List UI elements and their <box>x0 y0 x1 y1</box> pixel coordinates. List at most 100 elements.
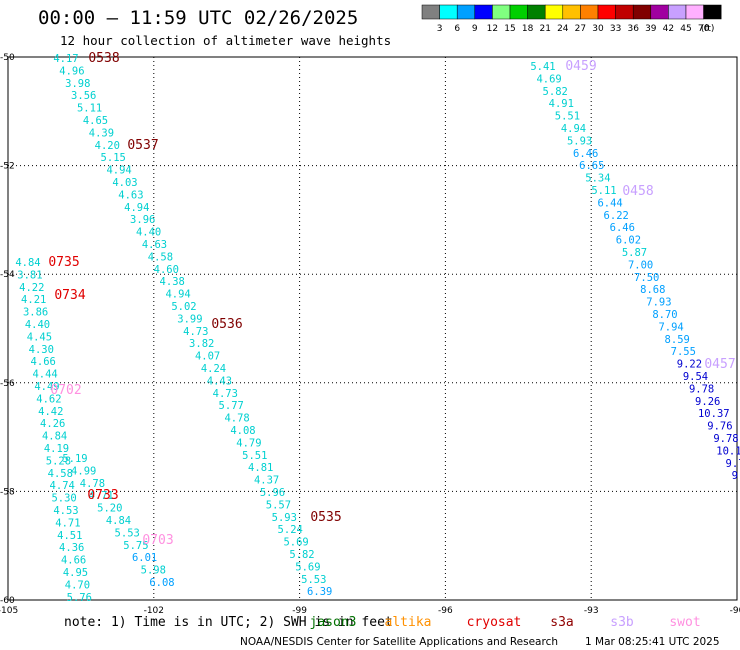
swh-value-label: 4.84 <box>15 257 40 269</box>
swh-value-label: 4.40 <box>25 319 50 331</box>
swh-value-label: 7.94 <box>658 321 683 333</box>
colorbar-label: 15 <box>504 24 515 34</box>
y-tick-label: -58 <box>0 487 15 497</box>
swh-value-label: 4.94 <box>165 289 190 301</box>
x-tick-label: -102 <box>144 606 164 616</box>
swh-value-label: 5.15 <box>101 152 126 164</box>
colorbar-label: 3 <box>437 24 443 34</box>
satellite-altika: altika <box>385 615 432 630</box>
swh-value-label: 4.22 <box>19 282 44 294</box>
satellite-legend: jason3 altika cryosat s3a s3b swot <box>310 615 701 630</box>
colorbar-swatch <box>615 4 634 20</box>
colorbar-swatch <box>562 4 581 20</box>
swh-value-label: 6.22 <box>604 210 629 222</box>
swh-value-label: 4.42 <box>38 406 63 418</box>
swh-value-label: 3.56 <box>71 90 96 102</box>
plot-area: -105 -102 -99 -96 -93 -90 -50 -52 -54 -56 -58 -60 4.… <box>0 51 740 616</box>
swh-value-label: 5.69 <box>283 537 308 549</box>
swh-value-label: 5.93 <box>567 135 592 147</box>
pass-time-label: 0536 <box>211 317 242 332</box>
satellite-s3b: s3b <box>610 615 634 630</box>
colorbar-label: 6 <box>454 24 460 34</box>
colorbar-label: 33 <box>610 24 621 34</box>
colorbar-label: 27 <box>575 24 586 34</box>
swh-value-label: 9.78 <box>713 433 738 445</box>
swh-value-label: 4.53 <box>53 505 78 517</box>
swh-value-label: 4.20 <box>95 140 120 152</box>
swh-value-label: 4.96 <box>59 65 84 77</box>
swh-value-label: 4.07 <box>195 351 220 363</box>
swh-value-label: 5.11 <box>591 185 616 197</box>
swh-value-label: 5.11 <box>77 103 102 115</box>
swh-value-label: 6.01 <box>132 552 157 564</box>
swh-value-label: 3.99 <box>177 313 202 325</box>
colorbar-label: 42 <box>663 24 674 34</box>
swh-value-label: 9.54 <box>683 371 708 383</box>
colorbar-swatch <box>421 4 440 20</box>
swh-value-label: 4.08 <box>230 425 255 437</box>
swh-value-label: 5.02 <box>171 301 196 313</box>
swh-value-label: 4.19 <box>44 443 69 455</box>
colorbar-swatch <box>597 4 616 20</box>
swh-value-label: 4.44 <box>32 369 57 381</box>
pass-time-label: 0535 <box>310 510 341 525</box>
swh-value-label: 5.93 <box>272 512 297 524</box>
swh-value-label: 4.60 <box>154 264 179 276</box>
swh-value-label: 4.21 <box>21 294 46 306</box>
swh-value-label: 4.40 <box>136 227 161 239</box>
pass-time-label: 0537 <box>127 138 158 153</box>
swh-value-label: 4.70 <box>65 579 90 591</box>
plot-frame <box>7 56 738 601</box>
swh-value-label: 6.65 <box>579 160 604 172</box>
swh-value-label: 6.02 <box>616 235 641 247</box>
satellite-cryosat: cryosat <box>467 615 522 630</box>
swh-value-label: 3.81 <box>17 269 42 281</box>
colorbar-swatch <box>527 4 546 20</box>
swh-value-label: 6.46 <box>610 222 635 234</box>
swh-value-label: 4.91 <box>549 98 574 110</box>
swh-value-label: 4.03 <box>112 177 137 189</box>
footnote: note: 1) Time is in UTC; 2) SWH is in fe… <box>64 615 393 630</box>
swh-value-label: 5.30 <box>51 493 76 505</box>
colorbar-swatch <box>474 4 493 20</box>
swh-value-label: 5.76 <box>67 592 92 604</box>
swh-value-label: 4.66 <box>61 555 86 567</box>
swh-value-label: 6.39 <box>307 586 332 598</box>
swh-value-label: 4.62 <box>36 393 61 405</box>
swh-value-label: 4.84 <box>106 515 131 527</box>
swh-value-label: 7.93 <box>646 297 671 309</box>
x-tick-label: -105 <box>0 606 18 616</box>
swh-value-label: 9.78 <box>689 383 714 395</box>
swh-value-label: 4.63 <box>142 239 167 251</box>
swh-value-label: 4.51 <box>57 530 82 542</box>
swh-value-label: 4.17 <box>53 53 78 65</box>
swh-value-label: 5.82 <box>289 549 314 561</box>
y-tick-label: -56 <box>0 379 15 389</box>
colorbar-swatch <box>580 4 599 20</box>
swh-value-label: 5.87 <box>622 247 647 259</box>
pass-time-label: 0459 <box>565 59 596 74</box>
x-tick-label: -99 <box>292 606 307 616</box>
swh-value-label: 4.45 <box>27 331 52 343</box>
x-tick-label: -93 <box>584 606 599 616</box>
swh-value-label: 4.43 <box>207 375 232 387</box>
swh-value-label: 5.82 <box>543 86 568 98</box>
swh-value-label: 5.77 <box>219 400 244 412</box>
swh-value-label: 4.84 <box>42 431 67 443</box>
swh-value-label: 4.78 <box>224 413 249 425</box>
colorbar-label: 70 <box>698 24 710 34</box>
swh-value-label: 6.46 <box>573 148 598 160</box>
colorbar-swatch <box>509 4 528 20</box>
swh-value-label: 9.75 <box>726 458 740 470</box>
colorbar-label: 21 <box>539 24 550 34</box>
swh-value-label: 4.58 <box>48 468 73 480</box>
colorbar-label: 12 <box>487 24 498 34</box>
satellite-swot: swot <box>669 615 700 630</box>
colorbar-swatch <box>703 4 722 20</box>
swh-value-label: 5.53 <box>115 527 140 539</box>
colorbar-swatch <box>685 4 704 20</box>
colorbar-label: 30 <box>592 24 604 34</box>
swh-value-label: 5.41 <box>530 61 555 73</box>
colorbar-legend: 3 6 9 12 15 18 21 24 27 30 33 36 39 42 45 70(ft) <box>421 4 722 34</box>
swh-value-label: 4.94 <box>124 202 149 214</box>
